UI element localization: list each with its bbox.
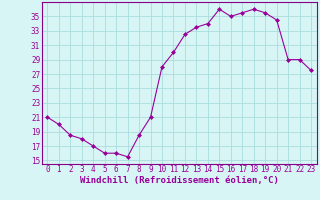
X-axis label: Windchill (Refroidissement éolien,°C): Windchill (Refroidissement éolien,°C) <box>80 176 279 185</box>
